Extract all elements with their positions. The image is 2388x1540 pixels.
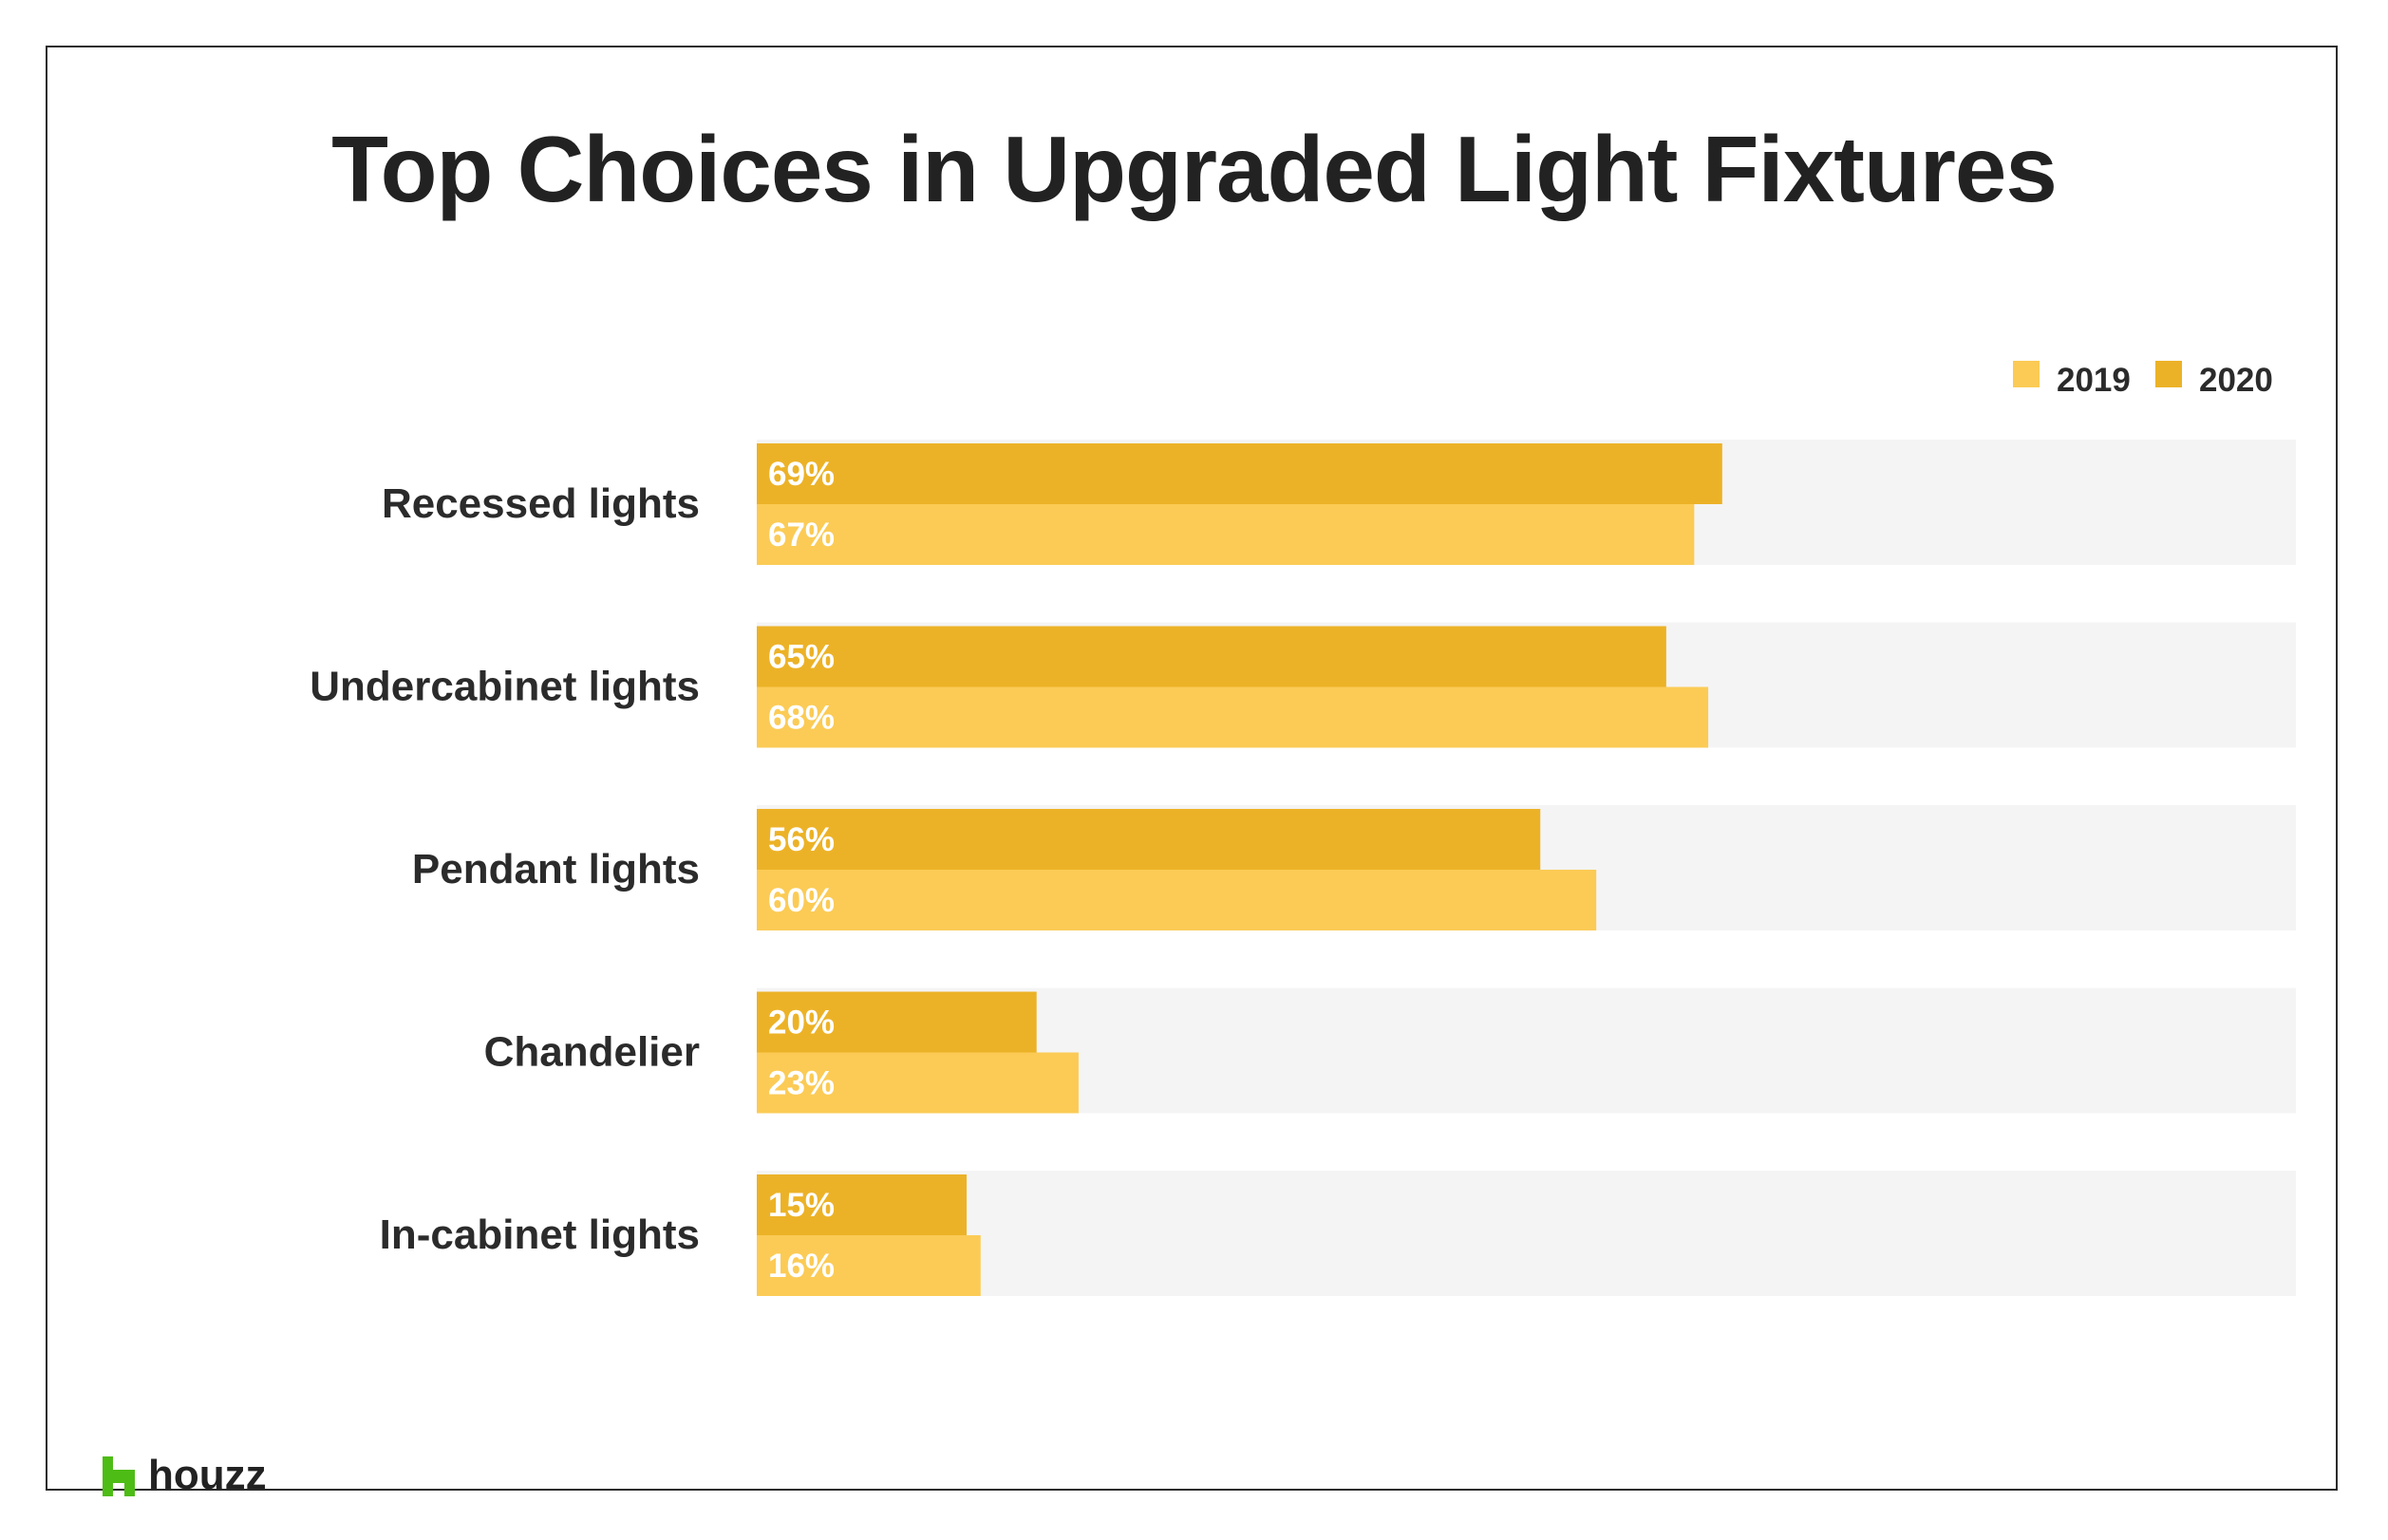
chart-frame xyxy=(46,46,2338,1491)
legend-swatch-2019 xyxy=(2013,361,2040,387)
bar-2019-undercabinet-lights xyxy=(757,686,1709,748)
category-label-undercabinet-lights: Undercabinet lights xyxy=(310,664,700,710)
bar-group-undercabinet-lights: 65% 68% Undercabinet lights xyxy=(310,622,2296,748)
bar-2020-pendant-lights xyxy=(757,809,1541,870)
legend-label-2019: 2019 xyxy=(2057,362,2131,399)
data-label-2020-chandelier: 20% xyxy=(768,1005,835,1042)
bar-2020-chandelier xyxy=(757,991,1037,1053)
data-label-2019-in-cabinet-lights: 16% xyxy=(768,1248,835,1285)
legend-item-2019: 2019 xyxy=(2013,361,2131,399)
data-label-2020-pendant-lights: 56% xyxy=(768,821,835,858)
bar-2019-in-cabinet-lights xyxy=(757,1235,981,1296)
houzz-logo-icon xyxy=(103,1456,135,1496)
legend-swatch-2020 xyxy=(2155,361,2182,387)
legend-item-2020: 2020 xyxy=(2155,361,2273,399)
data-label-2019-undercabinet-lights: 68% xyxy=(768,700,835,737)
bar-2020-in-cabinet-lights xyxy=(757,1174,968,1235)
data-label-2020-recessed-lights: 69% xyxy=(768,456,835,493)
data-label-2020-in-cabinet-lights: 15% xyxy=(768,1187,835,1224)
legend-label-2020: 2020 xyxy=(2199,362,2273,399)
bar-group-recessed-lights: 69% 67% Recessed lights xyxy=(382,440,2296,565)
category-label-pendant-lights: Pendant lights xyxy=(412,846,700,892)
legend: 2019 2020 xyxy=(2013,361,2273,399)
chart-title: Top Choices in Upgraded Light Fixtures xyxy=(331,117,2058,221)
bar-2019-recessed-lights xyxy=(757,504,1695,565)
category-label-recessed-lights: Recessed lights xyxy=(382,480,700,527)
category-label-in-cabinet-lights: In-cabinet lights xyxy=(380,1211,700,1258)
category-label-chandelier: Chandelier xyxy=(484,1029,700,1076)
data-label-2020-undercabinet-lights: 65% xyxy=(768,639,835,676)
bar-group-pendant-lights: 56% 60% Pendant lights xyxy=(412,805,2296,930)
data-label-2019-recessed-lights: 67% xyxy=(768,516,835,554)
houzz-logo-text: houzz xyxy=(148,1452,267,1498)
data-label-2019-chandelier: 23% xyxy=(768,1065,835,1102)
bar-2019-chandelier xyxy=(757,1052,1079,1114)
data-label-2019-pendant-lights: 60% xyxy=(768,882,835,919)
bar-2020-undercabinet-lights xyxy=(757,626,1666,687)
bar-2019-pendant-lights xyxy=(757,870,1597,930)
houzz-logo: houzz xyxy=(103,1453,267,1496)
bar-2020-recessed-lights xyxy=(757,443,1722,504)
bar-group-in-cabinet-lights: 15% 16% In-cabinet lights xyxy=(380,1171,2296,1296)
bar-group-chandelier: 20% 23% Chandelier xyxy=(484,987,2296,1114)
bars-group: 69% 67% Recessed lights 65% 68% Undercabinet … xyxy=(310,440,2296,1296)
bar-track xyxy=(757,1171,2296,1296)
